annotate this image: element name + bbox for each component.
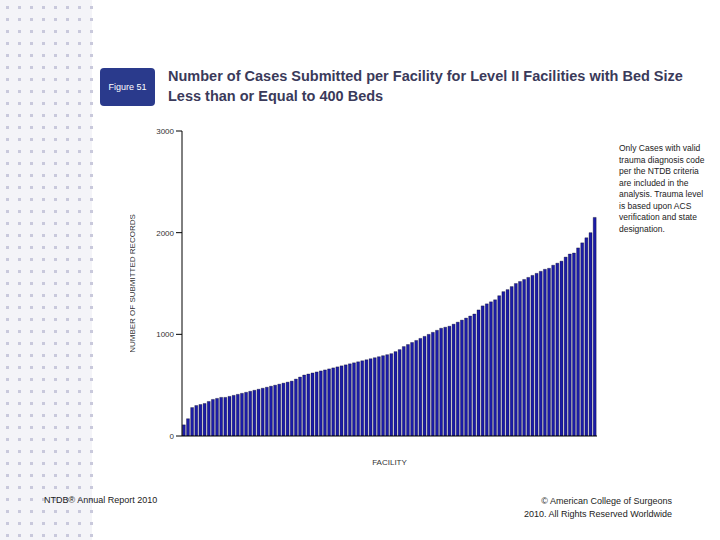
svg-text:FACILITY: FACILITY <box>372 458 407 465</box>
svg-text:0: 0 <box>170 432 175 441</box>
html-text:Number of Cases Submitted per: Number of Cases Submitted per Facility f… <box>168 68 683 104</box>
html-text:© American College of Surgeons: © American College of Surgeons 2010. All… <box>524 496 672 519</box>
html-text:NTDB® Annual Report 2010: NTDB® Annual Report 2010 <box>44 495 158 505</box>
svg-text:2000: 2000 <box>156 229 174 238</box>
svg-text:3000: 3000 <box>156 127 174 136</box>
svg-text:NUMBER OF SUBMITTED RECORDS: NUMBER OF SUBMITTED RECORDS <box>130 214 137 353</box>
html-text:Only Cases with valid trauma d: Only Cases with valid trauma diagnosis c… <box>619 143 705 234</box>
html-text:Figure 51: Figure 51 <box>108 81 147 92</box>
svg-text:1000: 1000 <box>156 330 174 339</box>
